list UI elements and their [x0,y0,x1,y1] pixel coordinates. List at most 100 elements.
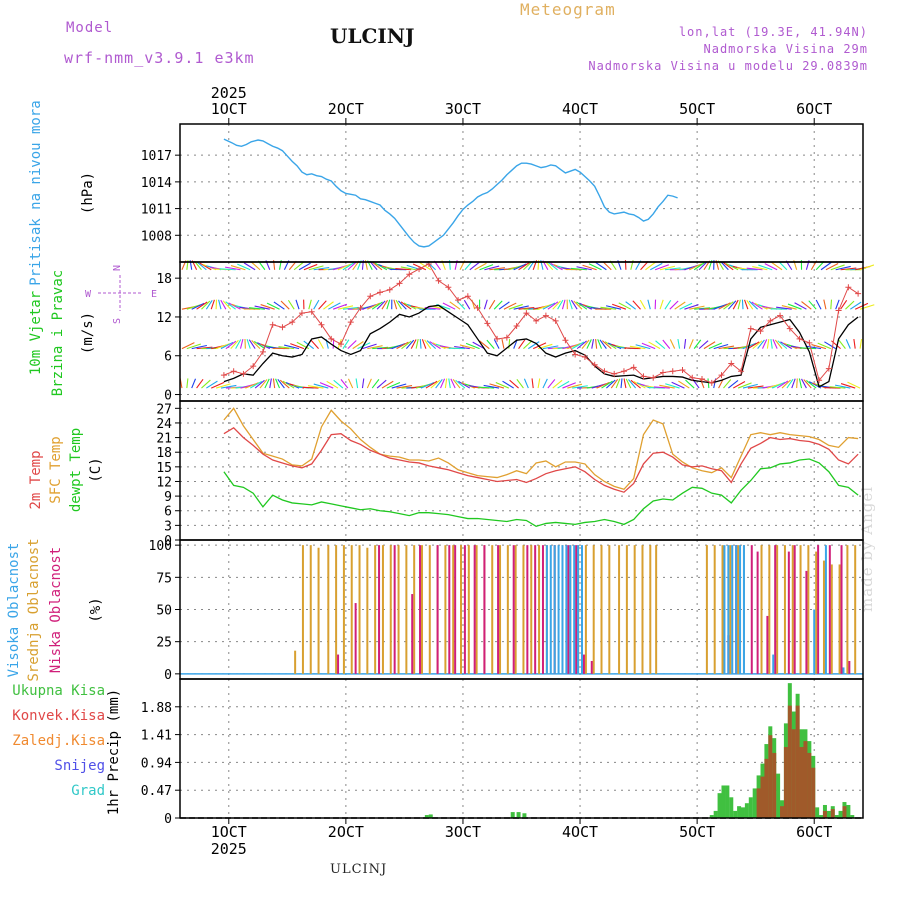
wind-arrow [570,299,578,310]
wind-arrow [420,382,435,389]
wind-gust-marker [464,293,471,300]
cloud-high-label: Visoka Oblacnost [6,543,22,678]
wind-arrow [220,341,234,350]
wind-arrow [600,306,617,310]
wind-arrow [430,379,441,389]
precipitation-ytick-label: 0.47 [141,784,172,799]
wind-arrow [645,261,656,271]
wind-arrow [393,299,398,310]
cloud-mid-bar [342,545,345,674]
wind-arrow [568,299,573,310]
wind-gust-marker [679,366,686,373]
wind-arrow [830,264,845,271]
wind-arrow [308,265,324,271]
wind-arrow [419,339,422,349]
wind-arrow [513,305,529,310]
temperature-ytick-label: 15 [156,461,172,476]
wind-arrow [361,378,365,389]
cloud-low-bar [766,615,769,674]
cloud-low-bar [582,654,585,674]
wind-arrow [845,339,851,349]
wind-arrow [225,301,236,310]
wind-arrow [235,339,242,349]
wind-arrow [550,262,563,271]
wind-arrow [801,378,807,389]
wind-arrow [215,343,230,350]
wind-arrow [825,263,839,271]
wind-arrow [425,380,438,389]
wind-gust-marker [484,320,491,327]
precip-total-bar [725,785,730,818]
wind-arrow [254,305,270,310]
wind-arrow [391,342,406,350]
wind-gust-marker [718,372,725,379]
wind-arrow [678,380,690,389]
wind-arrow [624,347,641,350]
precip-conv-bar [807,752,812,818]
model-name: wrf-nmm_v3.9.1 e3km [64,49,255,67]
wind-arrow [824,341,836,350]
legend-grad: Grad [71,783,105,799]
wind-gust-marker [377,289,384,296]
wind-arrow [284,344,300,350]
wind-arrow [191,344,207,350]
wind-arrow [746,267,763,271]
wind-arrow [319,382,334,389]
precip-conv-bar [799,747,804,818]
wind-arrow [362,343,377,350]
wind-gust-marker [581,354,588,361]
wind-arrow [405,339,415,349]
wind-arrow [547,301,559,310]
wind-arrow [659,265,676,271]
wind-arrow [323,301,334,310]
wind-arrow [395,268,412,271]
cloud-mid-bar [374,545,377,674]
wind-arrow [196,346,213,350]
wind-gust-marker [396,280,403,287]
wind-gust-marker [357,304,364,311]
clouds-ytick-label: 100 [149,539,172,554]
wind-arrow [342,306,359,310]
bottom-day-label: 4OCT [562,823,598,841]
wind-arrow [486,339,495,349]
wind-arrow [249,380,263,389]
wind-arrow [347,340,357,350]
cloud-low-bar [805,570,808,674]
pressure-ytick-label: 1017 [141,149,172,164]
wind-arrow [679,302,693,310]
wind-arrow [602,340,612,350]
cloud-high-bar [742,545,745,674]
wind-arrow [298,262,311,271]
cloud-high-bar [727,545,730,674]
bottom-day-label: 6OCT [796,823,832,841]
wind-arrow [503,302,517,310]
wind-arrow [326,380,339,389]
wind-arrow [605,305,622,310]
cloud-mid-bar [413,545,416,674]
cloud-mid-bar [633,545,636,674]
wind-arrow [249,307,265,310]
cloud-high-bar [569,545,572,674]
wind-arrow [854,302,869,310]
wind-arrow [196,378,204,389]
wind-arrow [557,380,570,389]
wind-arrow [493,300,503,310]
wind-arrow [718,345,735,350]
cloud-mid-bar [514,545,517,674]
wind-arrow [671,381,685,389]
wind-arrow [295,299,300,310]
wind-arrow [727,300,737,310]
wind-gust-marker [640,373,647,380]
temperature-ytick-label: 24 [156,417,172,432]
wind-gust-marker [728,360,735,367]
wind-arrow [228,302,241,310]
cloud-mid-bar [499,545,502,674]
wind-arrow [293,261,304,271]
wind-gust-marker [806,339,813,346]
top-day-label: 1OCT [211,100,247,118]
wind-arrow [674,301,686,310]
compass-s-label: S [112,318,123,324]
cloud-mid-bar [776,545,779,674]
station-title: ULCINJ [330,24,415,48]
cloud-mid-bar [830,564,833,674]
